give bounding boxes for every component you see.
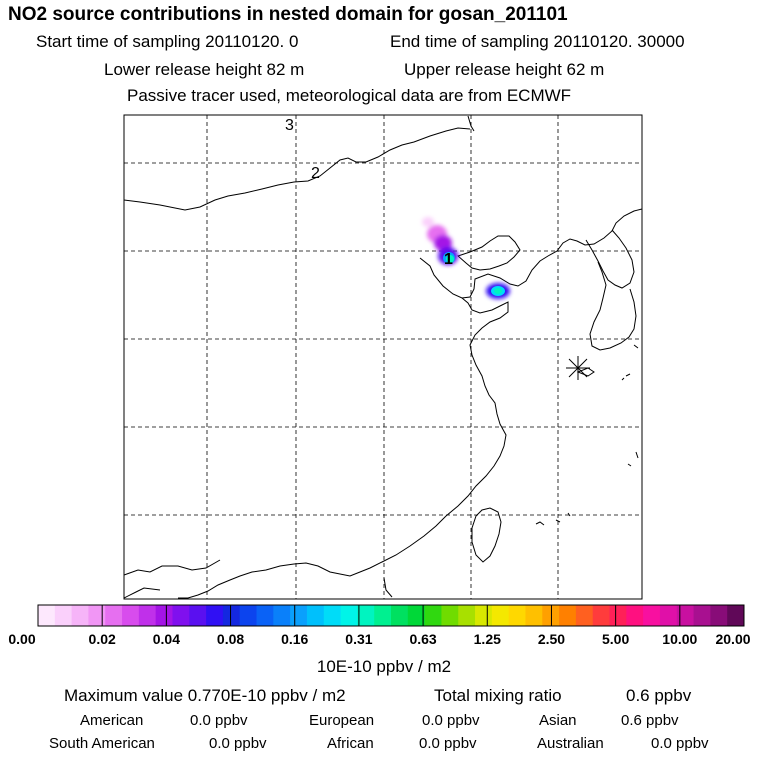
colorbar-swatch — [542, 605, 560, 626]
page-title: NO2 source contributions in nested domai… — [8, 4, 568, 25]
map-label-3: 3 — [285, 117, 294, 134]
max-value-text: Maximum value 0.770E-10 ppbv / m2 — [64, 686, 346, 705]
concentration-plumes — [422, 217, 510, 299]
colorbar-tick-label: 0.04 — [152, 631, 180, 647]
colorbar-swatch — [239, 605, 258, 626]
colorbar-swatch — [88, 605, 106, 626]
colorbar-swatch — [676, 605, 695, 626]
map-frame — [123, 114, 643, 600]
colorbar-swatch — [323, 605, 342, 626]
colorbar-tick-label: 1.25 — [473, 631, 501, 647]
upper-release-text: Upper release height 62 m — [404, 60, 605, 79]
colorbar-swatch — [105, 605, 123, 626]
source-value-asian: 0.6 ppbv — [621, 712, 679, 729]
colorbar-swatch — [206, 605, 224, 626]
source-value-american: 0.0 ppbv — [190, 712, 248, 729]
colorbar-swatch — [592, 605, 611, 626]
source-name-american: American — [80, 712, 144, 729]
colorbar-tick-label: 0.31 — [345, 631, 373, 647]
colorbar-swatch — [256, 605, 274, 626]
colorbar-tick-label: 2.50 — [537, 631, 566, 647]
colorbar-swatch — [727, 605, 745, 626]
colorbar-tick-label: 0.00 — [8, 631, 36, 647]
colorbar-units: 10E-10 ppbv / m2 — [316, 657, 452, 676]
source-name-australian: Australian — [537, 735, 604, 752]
colorbar-swatch — [424, 605, 442, 626]
receptor-marker — [566, 356, 590, 380]
tracer-note: Passive tracer used, meteorological data… — [127, 86, 572, 105]
map-label-1: 1 — [444, 251, 453, 268]
colorbar-swatch — [441, 605, 459, 626]
total-mixing-label: Total mixing ratio — [434, 686, 562, 705]
colorbar-swatch — [458, 605, 476, 626]
colorbar-tick-label: 5.00 — [602, 631, 630, 647]
source-value-south-american: 0.0 ppbv — [209, 735, 267, 752]
grid-lines — [124, 115, 642, 599]
colorbar-swatch — [38, 605, 56, 626]
coastlines — [124, 115, 642, 599]
colorbar-tick-label: 10.00 — [662, 631, 698, 647]
colorbar-swatch — [122, 605, 140, 626]
lower-release-text: Lower release height 82 m — [104, 60, 305, 79]
colorbar-swatch — [491, 605, 510, 626]
colorbar-swatch — [138, 605, 157, 626]
colorbar-swatch — [222, 605, 241, 626]
colorbar-tick-label: 0.08 — [216, 631, 245, 647]
colorbar-swatch — [374, 605, 392, 626]
colorbar-swatch — [54, 605, 73, 626]
source-value-african: 0.0 ppbv — [419, 735, 477, 752]
colorbar-swatch — [357, 605, 375, 626]
colorbar-swatch — [306, 605, 325, 626]
colorbar-swatch — [273, 605, 291, 626]
colorbar-swatch — [609, 605, 627, 626]
map-label-2: 2 — [311, 165, 320, 182]
colorbar-tick-label: 20.00 — [715, 631, 751, 647]
source-name-african: African — [327, 735, 374, 752]
map-area — [124, 115, 642, 599]
colorbar-swatch — [71, 605, 89, 626]
start-time-text: Start time of sampling 20110120. 0 — [36, 32, 299, 51]
colorbar — [37, 604, 745, 627]
colorbar-swatch — [290, 605, 308, 626]
colorbar-swatch — [407, 605, 426, 626]
source-value-australian: 0.0 ppbv — [651, 735, 709, 752]
colorbar-swatch — [391, 605, 409, 626]
source-name-european: European — [309, 712, 375, 729]
colorbar-swatch — [340, 605, 358, 626]
colorbar-swatch — [710, 605, 728, 626]
end-time-text: End time of sampling 20110120. 30000 — [390, 32, 685, 51]
colorbar-tick-label: 0.16 — [281, 631, 309, 647]
colorbar-swatch — [155, 605, 173, 626]
source-value-european: 0.0 ppbv — [422, 712, 480, 729]
colorbar-swatch — [475, 605, 493, 626]
colorbar-tick-label: 0.63 — [409, 631, 437, 647]
colorbar-swatch — [659, 605, 678, 626]
colorbar-swatch — [643, 605, 661, 626]
colorbar-swatch — [172, 605, 190, 626]
total-mixing-value: 0.6 ppbv — [626, 686, 692, 705]
colorbar-swatch — [575, 605, 594, 626]
source-name-south-american: South American — [49, 735, 155, 752]
colorbar-swatch — [189, 605, 207, 626]
colorbar-frame — [37, 604, 745, 627]
colorbar-swatch — [525, 605, 543, 626]
colorbar-tick-label: 0.02 — [88, 631, 116, 647]
colorbar-swatch — [626, 605, 644, 626]
colorbar-swatch — [508, 605, 526, 626]
colorbar-swatch — [559, 605, 577, 626]
source-name-asian: Asian — [539, 712, 577, 729]
colorbar-swatch — [693, 605, 711, 626]
